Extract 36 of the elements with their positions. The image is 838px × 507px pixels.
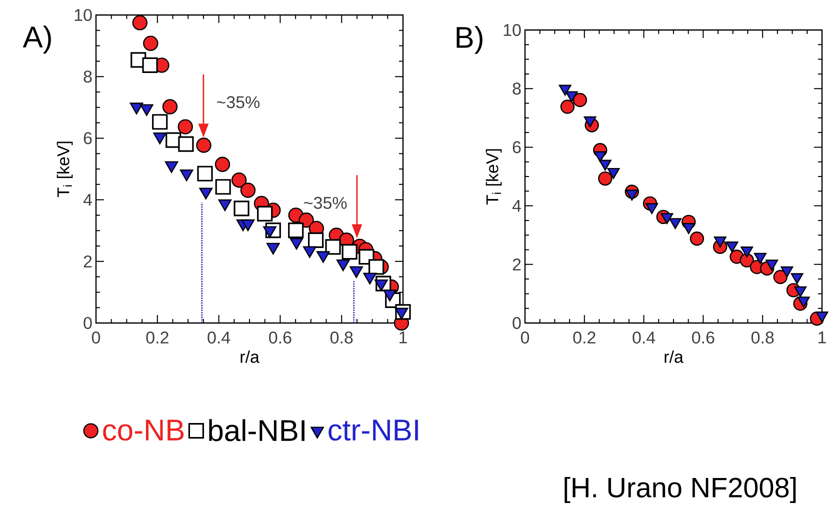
- x-tick-label: 0: [520, 332, 530, 344]
- text: [H. Urano NF2008]: [564, 476, 796, 504]
- x-tick-label: 0.8: [330, 332, 353, 344]
- annotation: ~35%: [216, 96, 260, 108]
- legend-label: bal-NBI: [209, 419, 304, 442]
- x-tick-label: 1: [400, 332, 407, 344]
- y-tick-label: 8: [84, 70, 92, 83]
- x-axis-title: r/a: [240, 350, 260, 363]
- y-tick-label: 4: [83, 194, 92, 206]
- x-tick-label: 0.2: [146, 332, 168, 344]
- x-tick-label: 0.2: [573, 332, 596, 344]
- chart-title: B): [456, 26, 482, 54]
- x-tick-label: 1: [818, 332, 826, 344]
- legend-label: ctr-NBI: [328, 420, 418, 441]
- x-tick-label: 0.6: [692, 332, 714, 344]
- y-tick-label: 10: [504, 24, 521, 36]
- y-tick-label: 0: [84, 316, 92, 330]
- y-tick-label: 4: [512, 200, 521, 212]
- x-tick-label: 0: [92, 332, 100, 344]
- y-tick-label: 8: [512, 82, 521, 95]
- y-tick-label: 2: [512, 258, 521, 270]
- chart-title: A): [22, 26, 51, 54]
- y-axis-title: T$_{i}$ [keV]: [486, 149, 502, 205]
- x-tick-label: 0.6: [269, 332, 292, 344]
- y-tick-label: 6: [512, 141, 521, 154]
- x-tick-label: 0.4: [208, 332, 230, 344]
- legend-label: co-NB: [103, 420, 184, 441]
- y-tick-label: 6: [84, 132, 92, 144]
- x-tick-label: 0.4: [632, 332, 656, 344]
- y-tick-label: 0: [512, 316, 521, 330]
- x-tick-label: 0.8: [751, 332, 774, 344]
- x-axis-title: r/a: [664, 350, 684, 363]
- y-tick-label: 2: [84, 255, 92, 268]
- annotation: ~35%: [304, 196, 347, 209]
- y-tick-label: 10: [74, 8, 92, 22]
- y-axis-title: T$_{i}$ [keV]: [56, 142, 73, 198]
